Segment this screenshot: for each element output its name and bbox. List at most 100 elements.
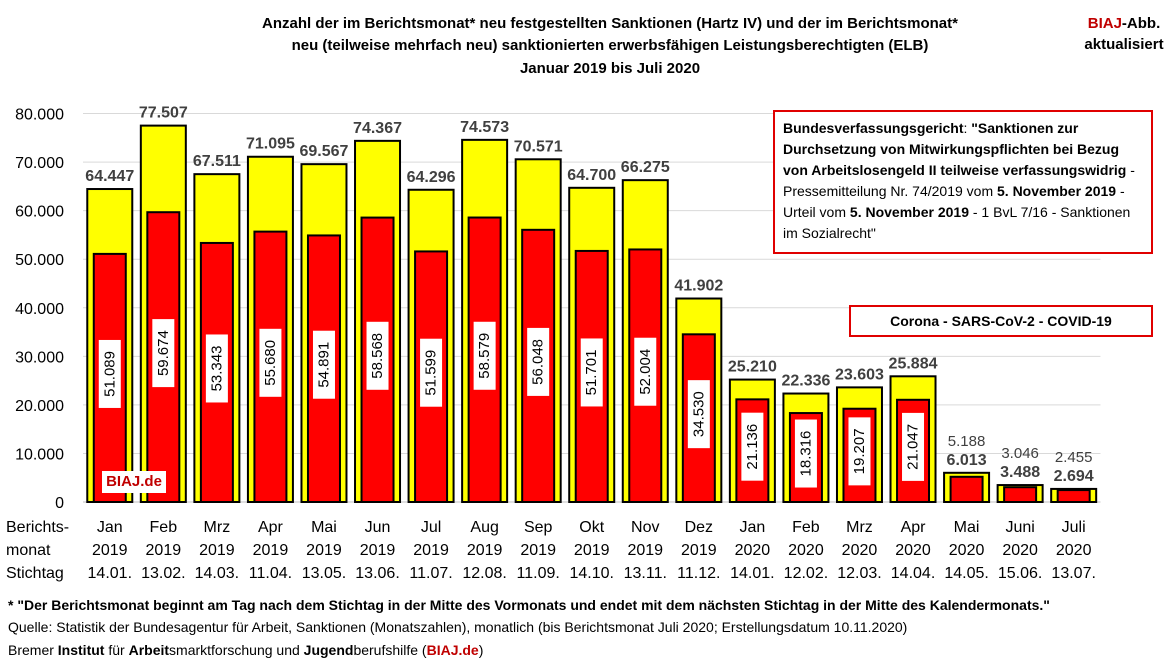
court-quote: "Sanktionen zur Durchsetzung von Mitwirk… [783,120,1127,178]
data-label-elb-bg [741,412,764,481]
x-tick-year: 2020 [735,542,771,559]
data-label-elb: 19.207 [851,428,868,474]
x-axis: Jan 2019 14.01. Feb 2019 13.02. Mrz 2019 14.03. A… [6,519,1096,582]
court-press: - Pressemitteilung Nr. 74/2019 vom [783,162,1135,199]
data-label-elb: 52.004 [637,349,654,395]
y-tick-label: 70.000 [15,155,64,172]
brand-badge: BIAJ-Abb. aktualisiert [1078,13,1170,55]
y-tick-label: 0 [55,495,64,512]
chart-title-line-2: neu (teilweise mehrfach neu) sanktionier… [291,37,929,54]
data-label-elb: 58.579 [476,333,493,379]
data-label-sanctions: 22.336 [781,373,830,390]
x-tick-month: Okt [579,519,604,536]
y-tick-label: 80.000 [15,107,64,124]
x-tick-month: Dez [685,519,713,536]
x-tick-date: 13.07. [1051,565,1095,582]
x-tick-month: Juni [1005,519,1034,536]
x-row-label: Berichts- [6,519,69,536]
x-tick-year: 2020 [788,542,824,559]
corona-note: Corona - SARS-CoV-2 - COVID-19 [849,305,1153,337]
x-tick-year: 2020 [1056,542,1092,559]
data-label-elb: 5.188 [948,433,986,450]
data-label-elb-bg [634,337,657,406]
data-label-elb: 56.048 [530,339,547,385]
data-label-elb-bg [902,412,925,481]
x-row-label: Stichtag [6,565,64,582]
court-verdict: - Urteil vom [783,183,1125,220]
bars: 64.447 51.089 77.507 59.674 67.511 53.343 71.0… [85,105,1098,504]
x-tick-month: Jan [739,519,765,536]
y-axis: 0 10.000 20.000 30.000 40.000 50.000 60.000 70.… [15,107,64,513]
x-tick-month: Mai [954,519,980,536]
y-tick-label: 30.000 [15,349,64,366]
data-label-sanctions: 74.573 [460,119,509,136]
y-tick-label: 50.000 [15,252,64,269]
data-label-sanctions: 6.013 [947,452,987,469]
x-tick-year: 2019 [467,542,503,559]
x-tick-year: 2019 [627,542,663,559]
data-label-elb-bg [312,330,335,399]
bar-elb [949,475,984,504]
org-part: Institut [57,642,105,658]
data-label-elb: 2.455 [1055,449,1093,466]
data-label-elb: 51.089 [101,351,118,397]
org-link[interactable]: BIAJ.de [426,642,479,658]
x-tick-month: Jan [97,519,123,536]
x-tick-month: Juli [1062,519,1086,536]
source-note: Quelle: Statistik der Bundesagentur für … [8,619,908,635]
x-tick-date: 13.11. [624,565,667,582]
chart-title-line-3: Januar 2019 bis Juli 2020 [519,60,701,77]
org-part: smarktforschung und [169,642,304,658]
data-label-sanctions: 25.884 [889,355,938,372]
x-tick-date: 12.08. [462,565,506,582]
data-label-sanctions: 23.603 [835,366,884,383]
x-tick-year: 2019 [681,542,717,559]
x-tick-year: 2019 [360,542,396,559]
org-part: für [104,642,129,658]
bar-elb [1056,489,1091,504]
data-label-sanctions: 41.902 [674,278,723,295]
data-label-elb-bg [687,380,710,449]
x-tick-year: 2020 [1002,542,1038,559]
x-tick-month: Aug [470,519,498,536]
data-label-elb: 3.046 [1001,445,1039,462]
data-label-sanctions: 66.275 [621,159,670,176]
data-label-sanctions: 77.507 [139,105,188,122]
data-label-elb: 58.568 [369,333,386,379]
data-label-sanctions: 64.296 [407,169,456,186]
data-label-elb: 21.047 [905,424,922,470]
x-tick-year: 2019 [253,542,289,559]
court-verdict-date: 5. November 2019 [849,204,969,220]
data-label-elb-bg [848,417,871,486]
x-tick-month: Apr [258,519,284,536]
x-tick-month: Feb [150,519,178,536]
x-tick-date: 11.04. [249,565,292,582]
x-tick-date: 11.07. [409,565,452,582]
court-press-date: 5. November 2019 [997,183,1117,199]
x-tick-date: 11.12. [677,565,720,582]
x-tick-date: 15.06. [998,565,1042,582]
x-tick-date: 13.05. [302,565,346,582]
data-label-sanctions: 69.567 [300,143,349,160]
x-tick-year: 2019 [199,542,235,559]
org-part: Bremer [8,642,58,658]
data-label-elb-bg [420,338,443,407]
court-ruling-note: Bundesverfassungsgericht: "Sanktionen zu… [773,110,1153,254]
data-label-sanctions: 3.488 [1000,464,1040,481]
bar-elb [1003,486,1038,503]
x-tick-date: 11.09. [517,565,560,582]
x-tick-month: Mrz [846,519,873,536]
y-tick-label: 40.000 [15,301,64,318]
data-label-sanctions: 67.511 [193,153,241,170]
biaj-watermark: BIAJ.de [102,471,166,493]
x-tick-year: 2020 [842,542,878,559]
data-label-elb-bg [794,419,817,488]
x-tick-year: 2019 [306,542,342,559]
x-tick-month: Jul [421,519,441,536]
data-label-elb: 51.599 [423,350,440,396]
data-label-elb: 34.530 [690,391,707,437]
data-label-elb-bg [259,328,282,397]
x-tick-month: Jun [365,519,391,536]
chart-title-line-1: Anzahl der im Berichtsmonat* neu festges… [262,15,958,32]
